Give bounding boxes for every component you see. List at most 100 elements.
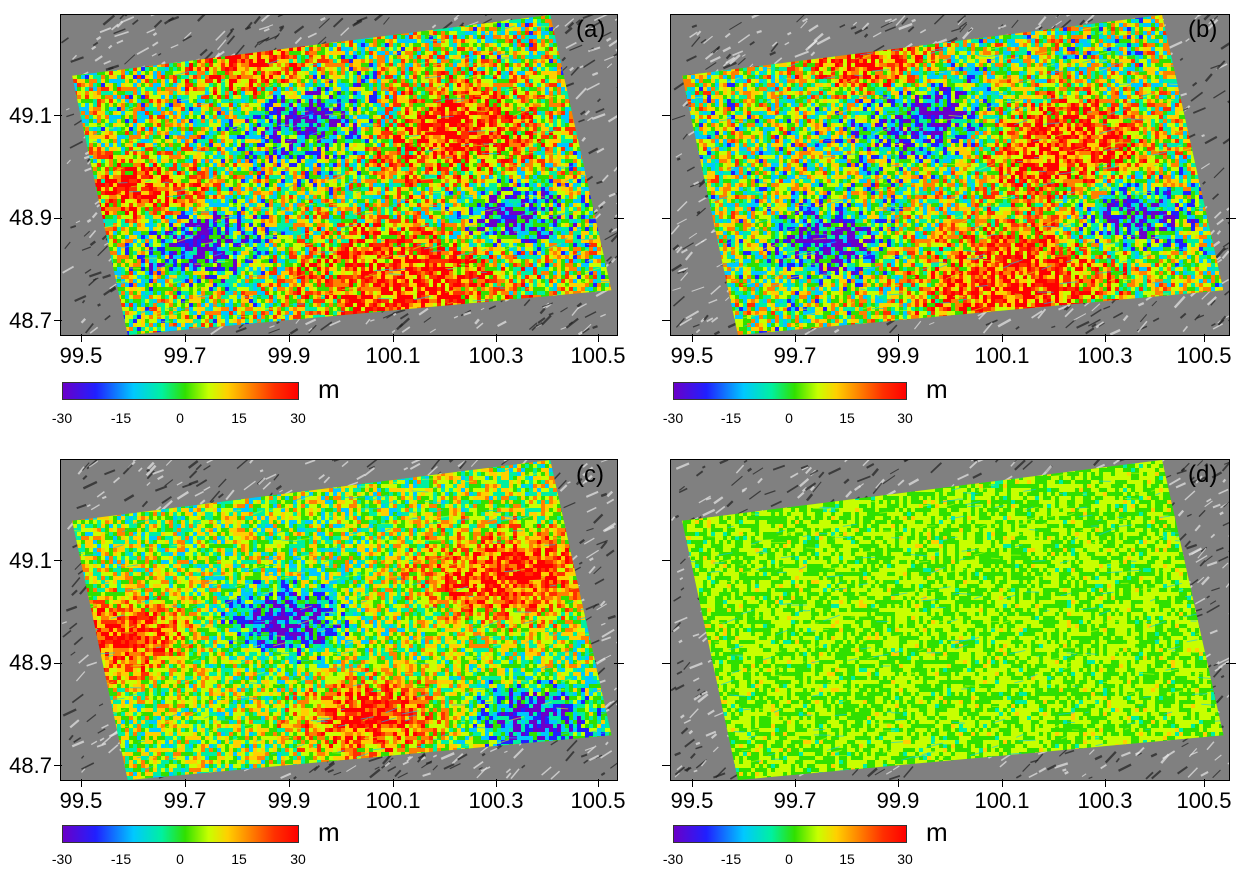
swath-cell bbox=[337, 55, 341, 59]
relief-hatch bbox=[276, 321, 280, 325]
swath-cell bbox=[253, 51, 257, 55]
swath-cell bbox=[513, 39, 517, 43]
swath-cell bbox=[509, 71, 513, 75]
swath-cell bbox=[481, 123, 485, 127]
swath-cell bbox=[89, 131, 93, 135]
swath-cell bbox=[105, 115, 109, 119]
swath-cell bbox=[177, 131, 181, 135]
swath-cell bbox=[105, 71, 109, 75]
swath-cell bbox=[401, 59, 405, 63]
swath-cell bbox=[397, 39, 401, 43]
swath-cell bbox=[369, 83, 373, 87]
swath-cell bbox=[565, 115, 569, 119]
swath-cell bbox=[509, 107, 513, 111]
swath-cell bbox=[265, 91, 269, 95]
swath-cell bbox=[389, 63, 393, 67]
relief-hatch bbox=[370, 319, 375, 322]
swath-cell bbox=[453, 47, 457, 51]
swath-cell bbox=[557, 67, 561, 71]
swath-cell bbox=[413, 43, 417, 47]
swath-cell bbox=[461, 87, 465, 91]
swath-cell bbox=[545, 39, 549, 43]
swath-cell bbox=[329, 71, 333, 75]
swath-cell bbox=[365, 99, 369, 103]
swath-cell bbox=[317, 107, 321, 111]
swath-cell bbox=[389, 83, 393, 87]
swath-cell bbox=[353, 115, 357, 119]
swath-cell bbox=[85, 115, 89, 119]
swath-cell bbox=[445, 127, 449, 131]
swath-cell bbox=[201, 75, 205, 79]
swath-cell bbox=[189, 87, 193, 91]
swath-cell bbox=[541, 127, 545, 131]
swath-cell bbox=[441, 67, 445, 71]
swath-cell bbox=[393, 39, 397, 43]
swath-cell bbox=[465, 75, 469, 79]
swath-cell bbox=[333, 47, 337, 51]
swath-cell bbox=[229, 71, 233, 75]
swath-cell bbox=[409, 75, 413, 79]
swath-cell bbox=[165, 99, 169, 103]
swath-cell bbox=[561, 79, 565, 83]
swath-cell bbox=[169, 91, 173, 95]
swath-cell bbox=[129, 91, 133, 95]
swath-cell bbox=[525, 31, 529, 35]
relief-hatch bbox=[108, 66, 114, 71]
swath-cell bbox=[517, 99, 521, 103]
swath-cell bbox=[193, 71, 197, 75]
swath-cell bbox=[473, 115, 477, 119]
swath-cell bbox=[253, 75, 257, 79]
swath-cell bbox=[517, 63, 521, 67]
swath-cell bbox=[541, 51, 545, 55]
swath-cell bbox=[457, 127, 461, 131]
swath-cell bbox=[445, 51, 449, 55]
swath-cell bbox=[273, 103, 277, 107]
swath-cell bbox=[393, 35, 397, 39]
swath-cell bbox=[553, 55, 557, 59]
swath-cell bbox=[85, 111, 89, 115]
swath-cell bbox=[509, 83, 513, 87]
swath-cell bbox=[429, 63, 433, 67]
swath-cell bbox=[401, 75, 405, 79]
swath-cell bbox=[341, 67, 345, 71]
swath-cell bbox=[373, 51, 377, 55]
swath-cell bbox=[509, 91, 513, 95]
swath-cell bbox=[369, 55, 373, 59]
swath-cell bbox=[309, 87, 313, 91]
swath-cell bbox=[205, 91, 209, 95]
swath-cell bbox=[385, 111, 389, 115]
swath-cell bbox=[413, 55, 417, 59]
swath-cell bbox=[105, 91, 109, 95]
swath-cell bbox=[453, 75, 457, 79]
relief-hatch bbox=[584, 110, 591, 116]
swath-cell bbox=[145, 131, 149, 135]
swath-cell bbox=[537, 111, 541, 115]
swath-cell bbox=[449, 27, 453, 31]
swath-cell bbox=[429, 103, 433, 107]
swath-cell bbox=[349, 115, 353, 119]
swath-cell bbox=[233, 103, 237, 107]
swath-cell bbox=[521, 91, 525, 95]
swath-cell bbox=[537, 83, 541, 87]
swath-cell bbox=[233, 91, 237, 95]
swath-cell bbox=[485, 63, 489, 67]
swath-cell bbox=[209, 83, 213, 87]
swath-cell bbox=[529, 115, 533, 119]
swath-cell bbox=[501, 127, 505, 131]
swath-cell bbox=[561, 111, 565, 115]
swath-cell bbox=[425, 87, 429, 91]
swath-cell bbox=[469, 119, 473, 123]
swath-cell bbox=[129, 99, 133, 103]
swath-cell bbox=[497, 67, 501, 71]
swath-cell bbox=[277, 63, 281, 67]
swath-cell bbox=[493, 79, 497, 83]
swath-cell bbox=[409, 31, 413, 35]
swath-cell bbox=[393, 111, 397, 115]
swath-cell bbox=[545, 79, 549, 83]
swath-cell bbox=[261, 115, 265, 119]
swath-cell bbox=[369, 103, 373, 107]
swath-cell bbox=[201, 71, 205, 75]
swath-cell bbox=[317, 83, 321, 87]
swath-cell bbox=[501, 23, 505, 27]
swath-cell bbox=[109, 75, 113, 79]
